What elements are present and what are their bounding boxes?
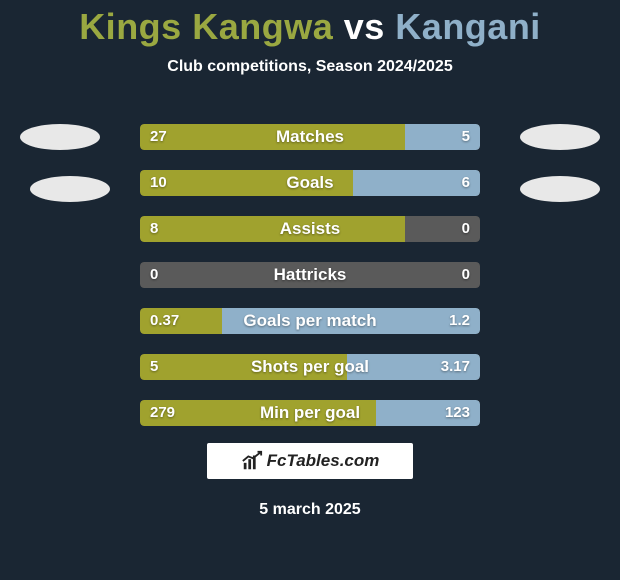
stat-value-right: 5 xyxy=(462,124,470,150)
stat-label: Goals xyxy=(140,170,480,196)
stat-row: Hattricks0 0 xyxy=(140,262,480,288)
stat-value-left: 27 xyxy=(150,124,167,150)
comparison-title: Kings Kangwa vs Kangani xyxy=(0,0,620,48)
stat-label: Assists xyxy=(140,216,480,242)
stat-label: Hattricks xyxy=(140,262,480,288)
player-silhouette-icon xyxy=(20,124,100,150)
stat-row: Matches27 5 xyxy=(140,124,480,150)
stat-label: Min per goal xyxy=(140,400,480,426)
stat-row: Min per goal279 123 xyxy=(140,400,480,426)
stat-value-right: 0 xyxy=(462,216,470,242)
stat-value-right: 3.17 xyxy=(441,354,470,380)
title-player2: Kangani xyxy=(395,6,541,47)
stat-value-left: 0 xyxy=(150,262,158,288)
stat-label: Matches xyxy=(140,124,480,150)
stat-value-left: 5 xyxy=(150,354,158,380)
stat-value-right: 123 xyxy=(445,400,470,426)
stats-rows: Matches275Goals106Assists80Hattricks00Go… xyxy=(140,124,480,426)
stat-value-left: 8 xyxy=(150,216,158,242)
stat-row: Assists8 0 xyxy=(140,216,480,242)
stat-value-right: 6 xyxy=(462,170,470,196)
player-silhouette-icon xyxy=(520,124,600,150)
title-vs: vs xyxy=(344,6,385,47)
comparison-subtitle: Club competitions, Season 2024/2025 xyxy=(0,58,620,76)
stat-value-left: 0.37 xyxy=(150,308,179,334)
brand-badge: FcTables.com xyxy=(207,443,413,479)
date-text: 5 march 2025 xyxy=(0,501,620,519)
stat-value-left: 279 xyxy=(150,400,175,426)
stat-row: Goals per match0.37 1.2 xyxy=(140,308,480,334)
stat-value-left: 10 xyxy=(150,170,167,196)
title-player1: Kings Kangwa xyxy=(79,6,333,47)
stat-value-right: 1.2 xyxy=(449,308,470,334)
stat-label: Goals per match xyxy=(140,308,480,334)
stat-row: Shots per goal5 3.17 xyxy=(140,354,480,380)
player-silhouette-icon xyxy=(520,176,600,202)
chart-icon xyxy=(241,450,263,472)
stat-label: Shots per goal xyxy=(140,354,480,380)
stat-row: Goals10 6 xyxy=(140,170,480,196)
stat-value-right: 0 xyxy=(462,262,470,288)
player-silhouette-icon xyxy=(30,176,110,202)
brand-text: FcTables.com xyxy=(267,451,380,471)
